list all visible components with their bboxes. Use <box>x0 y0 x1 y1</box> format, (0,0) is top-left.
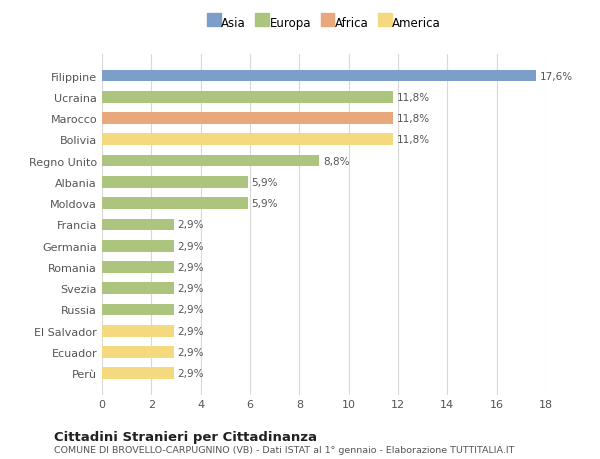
Text: 2,9%: 2,9% <box>177 263 204 272</box>
Text: 2,9%: 2,9% <box>177 220 204 230</box>
Text: 11,8%: 11,8% <box>397 114 430 124</box>
Bar <box>102 134 393 146</box>
Text: Cittadini Stranieri per Cittadinanza: Cittadini Stranieri per Cittadinanza <box>54 431 317 443</box>
Bar <box>102 241 173 252</box>
Text: 11,8%: 11,8% <box>397 93 430 102</box>
Bar <box>102 262 173 273</box>
Text: 2,9%: 2,9% <box>177 305 204 315</box>
Bar <box>102 325 173 337</box>
Text: 2,9%: 2,9% <box>177 369 204 379</box>
Text: 5,9%: 5,9% <box>251 199 278 209</box>
Bar <box>102 92 393 103</box>
Text: 2,9%: 2,9% <box>177 241 204 251</box>
Text: 8,8%: 8,8% <box>323 156 349 166</box>
Bar <box>102 198 248 209</box>
Bar <box>102 71 536 82</box>
Legend: Asia, Europa, Africa, America: Asia, Europa, Africa, America <box>203 13 445 34</box>
Bar <box>102 219 173 231</box>
Text: 2,9%: 2,9% <box>177 326 204 336</box>
Text: 2,9%: 2,9% <box>177 347 204 357</box>
Text: 5,9%: 5,9% <box>251 178 278 187</box>
Text: 11,8%: 11,8% <box>397 135 430 145</box>
Bar <box>102 283 173 294</box>
Bar <box>102 156 319 167</box>
Bar <box>102 347 173 358</box>
Bar <box>102 177 248 188</box>
Bar <box>102 304 173 316</box>
Text: COMUNE DI BROVELLO-CARPUGNINO (VB) - Dati ISTAT al 1° gennaio - Elaborazione TUT: COMUNE DI BROVELLO-CARPUGNINO (VB) - Dat… <box>54 445 514 454</box>
Text: 2,9%: 2,9% <box>177 284 204 294</box>
Bar <box>102 368 173 379</box>
Text: 17,6%: 17,6% <box>540 71 573 81</box>
Bar <box>102 113 393 125</box>
